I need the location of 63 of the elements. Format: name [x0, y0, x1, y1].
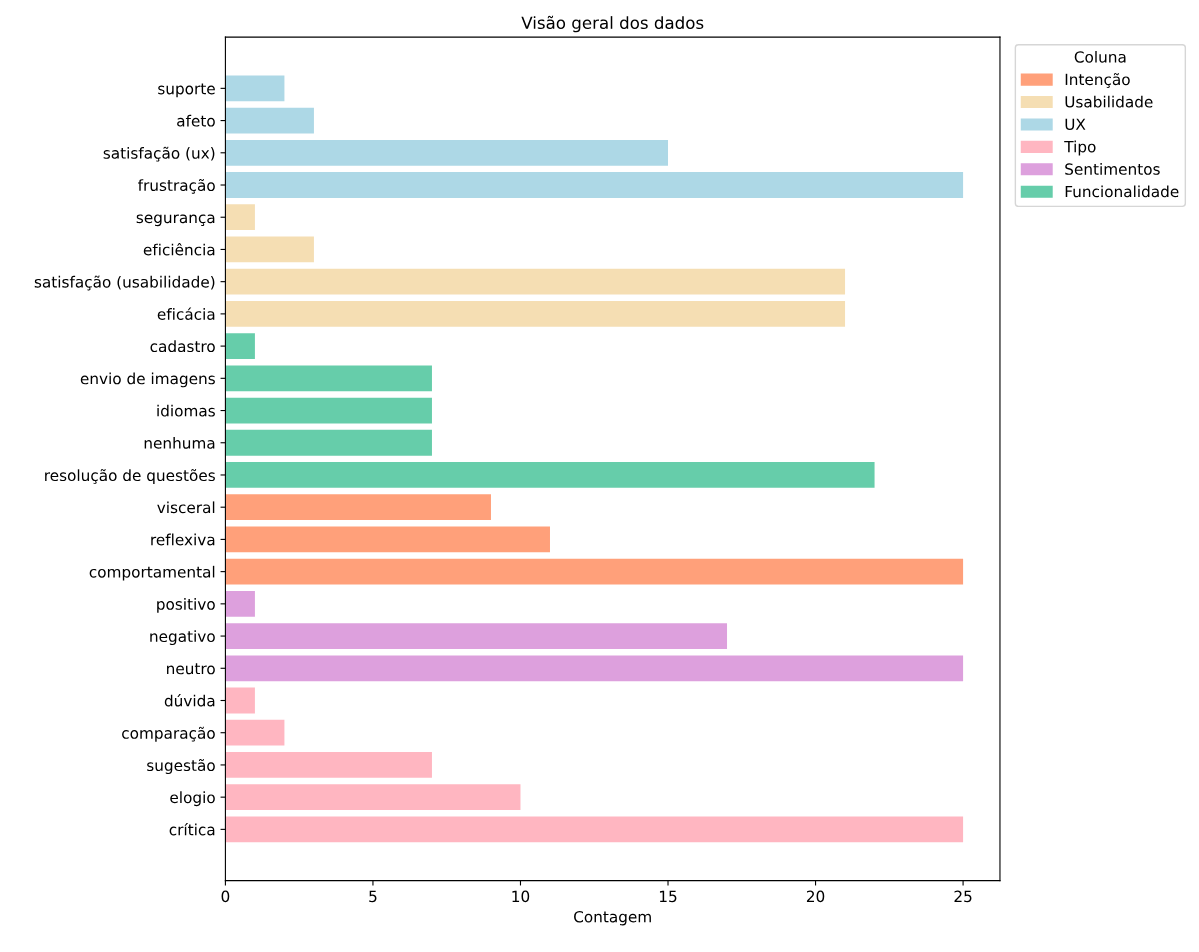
x-tick-label: 25	[954, 890, 972, 903]
y-tick-label: cadastro	[150, 340, 215, 353]
bar	[225, 268, 846, 295]
y-tick-label: resolução de questões	[45, 469, 215, 485]
y-tick-label: afeto	[177, 114, 215, 127]
bar	[225, 300, 846, 327]
x-tick-label: 15	[659, 890, 677, 903]
legend-label: UX	[1065, 118, 1086, 131]
bar	[225, 139, 669, 166]
y-tick-label: sugestão	[147, 759, 215, 775]
x-axis-title: Contagem	[574, 910, 651, 926]
y-tick-label: reflexiva	[151, 533, 215, 546]
bar	[225, 655, 964, 682]
bar	[225, 816, 964, 843]
y-tick-label: positivo	[157, 598, 215, 613]
bar	[225, 204, 255, 231]
y-tick-label: segurança	[136, 214, 215, 227]
y-tick-label: neutro	[167, 663, 215, 675]
bar	[225, 462, 875, 488]
bar	[225, 494, 491, 521]
y-tick-label: negativo	[150, 630, 215, 646]
bar	[225, 236, 314, 263]
bar	[225, 365, 432, 392]
y-tick-label: elogio	[170, 791, 215, 807]
y-tick-label: eficácia	[157, 307, 215, 320]
legend-label: Usabilidade	[1065, 95, 1153, 108]
y-tick-label: dúvida	[164, 694, 215, 707]
legend-label: Tipo	[1064, 140, 1096, 156]
bar	[225, 752, 432, 778]
bar	[225, 429, 432, 456]
bar	[225, 333, 255, 359]
bar	[225, 719, 285, 746]
bar	[225, 75, 285, 102]
legend-label: Sentimentos	[1065, 163, 1160, 175]
bar	[225, 172, 964, 198]
y-tick-label: satisfação (ux)	[103, 146, 215, 162]
x-tick-label: 20	[806, 890, 825, 903]
bar	[225, 687, 255, 714]
bar	[225, 397, 432, 424]
chart-title: Visão geral dos dados	[521, 15, 704, 33]
bar	[225, 590, 255, 617]
y-tick-label: comparação	[122, 726, 215, 742]
bar	[225, 526, 550, 553]
x-tick-label: 10	[512, 890, 530, 903]
y-tick-label: comportamental	[89, 565, 215, 581]
x-tick-label: 5	[369, 890, 377, 903]
y-tick-label: idiomas	[157, 404, 215, 417]
y-tick-label: envio de imagens	[80, 372, 215, 388]
y-tick-label: nenhuma	[144, 436, 215, 449]
legend-title: Coluna	[1074, 50, 1126, 63]
y-tick-label: satisfação (usabilidade)	[34, 275, 215, 291]
bar	[225, 558, 964, 585]
y-tick-label: frustração	[138, 178, 215, 194]
legend-label: Funcionalidade	[1065, 185, 1179, 198]
x-tick-label: 0	[221, 890, 230, 903]
bar	[225, 784, 521, 811]
y-tick-label: suporte	[158, 83, 215, 98]
legend-label: Intenção	[1065, 73, 1130, 88]
bar	[225, 107, 314, 134]
y-tick-label: visceral	[157, 501, 215, 514]
y-tick-label: crítica	[169, 822, 215, 836]
bar	[225, 623, 728, 649]
y-tick-label: eficiência	[143, 243, 215, 256]
